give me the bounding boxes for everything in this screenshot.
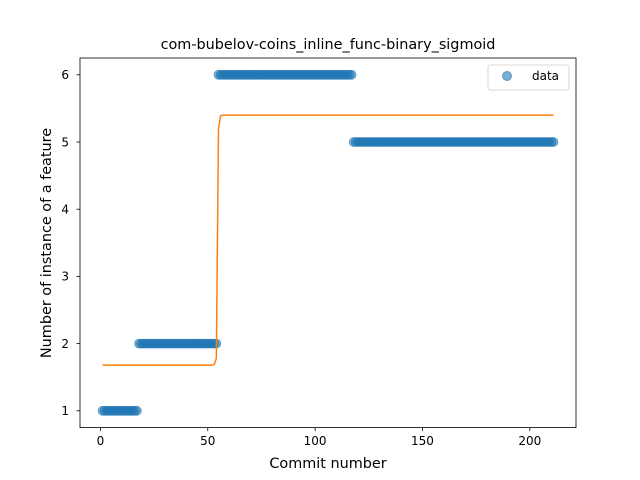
- x-tick-label: 200: [518, 434, 541, 448]
- x-axis: 0 50 100 150 200: [97, 427, 541, 448]
- plot-area: [97, 69, 559, 416]
- legend: data: [487, 64, 570, 91]
- legend-label: data: [532, 69, 559, 83]
- legend-marker: [502, 71, 512, 81]
- x-axis-label: Commit number: [269, 456, 386, 472]
- x-tick-label: 50: [200, 434, 215, 448]
- y-tick-label: 1: [61, 404, 69, 418]
- data-point: [346, 69, 357, 80]
- fit-line: [102, 114, 554, 366]
- axes-frame: [79, 57, 577, 429]
- y-tick-label: 4: [61, 203, 69, 217]
- data-point: [548, 137, 559, 147]
- x-tick-label: 150: [411, 434, 434, 448]
- y-axis: 1 2 3 4 5 6: [61, 68, 80, 418]
- y-axis-label: Number of instance of a feature: [39, 128, 55, 358]
- chart-title: com-bubelov-coins_inline_func-binary_sig…: [161, 37, 496, 53]
- y-tick-label: 6: [61, 68, 69, 82]
- x-tick-label: 100: [304, 434, 327, 448]
- y-tick-label: 3: [61, 270, 69, 284]
- y-tick-label: 5: [61, 135, 69, 149]
- data-point: [132, 405, 142, 416]
- x-tick-label: 0: [97, 434, 105, 448]
- y-tick-label: 2: [61, 337, 69, 351]
